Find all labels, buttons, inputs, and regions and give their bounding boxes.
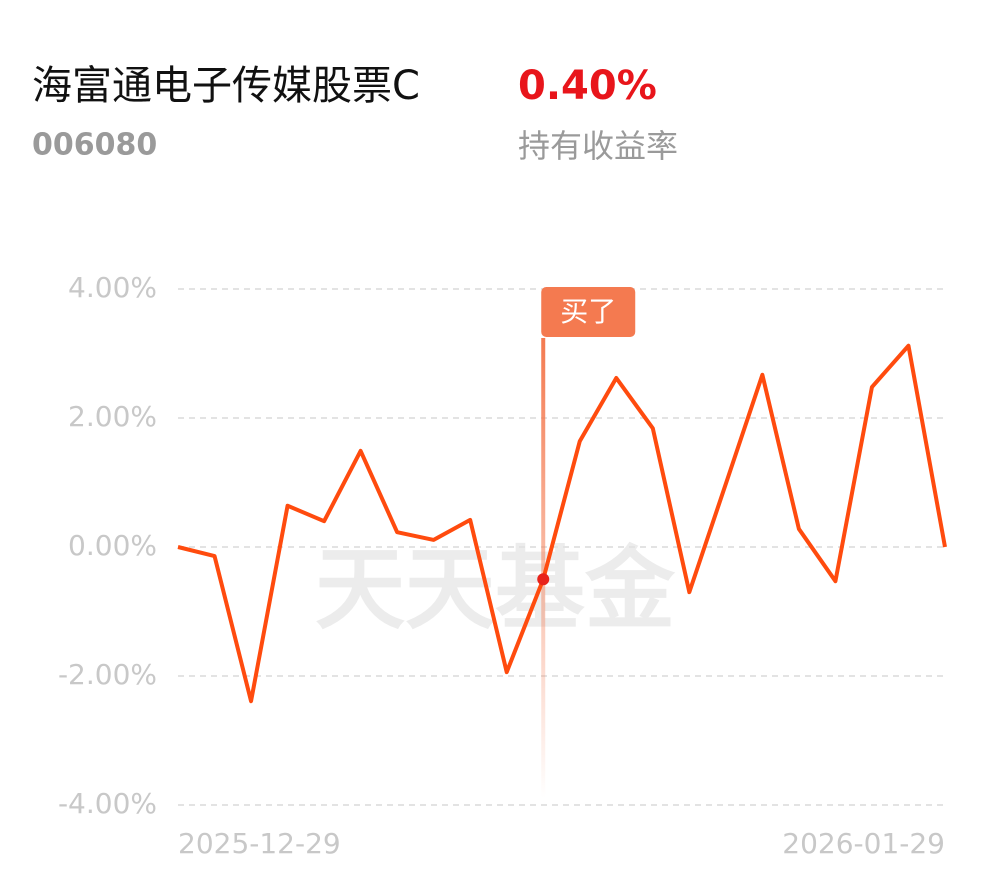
y-tick-label: -4.00% (58, 787, 157, 820)
y-tick-label: 2.00% (68, 400, 157, 433)
return-caption: 持有收益率 (518, 127, 678, 165)
y-tick-label: -2.00% (58, 658, 157, 691)
y-tick-label: 4.00% (68, 271, 157, 304)
series-line (177, 343, 947, 704)
x-tick-label: 2025-12-29 (178, 827, 341, 860)
buy-tag (541, 287, 636, 337)
return-value: 0.40% (518, 63, 657, 109)
y-tick-label: 0.00% (68, 529, 157, 562)
fund-code: 006080 (32, 128, 157, 163)
x-tick-label: 2026-01-29 (782, 827, 945, 860)
buy-line (541, 338, 546, 798)
buy-point (537, 573, 550, 586)
fund-name: 海富通电子传媒股票C (32, 63, 420, 109)
buy-tag-label: 买了 (560, 295, 616, 328)
